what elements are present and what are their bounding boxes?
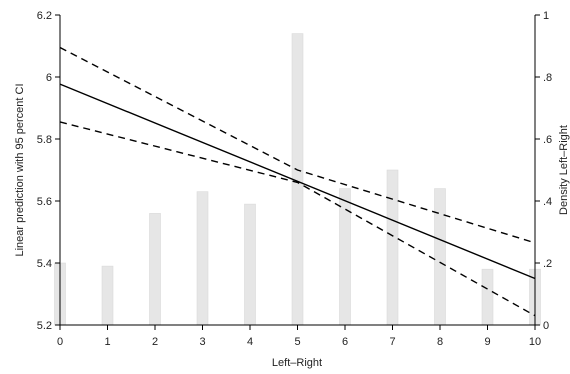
bars-group [54, 33, 541, 326]
x-tick-label: 9 [484, 336, 490, 348]
y-tick-label: 5.2 [37, 320, 52, 332]
density-bar [149, 213, 161, 326]
y-tick-label: 5.6 [37, 196, 52, 208]
density-bar [434, 188, 446, 326]
y2-tick-label: .8 [543, 72, 552, 84]
y2-ticks: 0 .2 .4 .6 .8 1 [535, 10, 552, 332]
lines-group [59, 46, 536, 317]
x-tick-label: 10 [529, 336, 541, 348]
ci-line [59, 121, 536, 317]
x-tick-label: 8 [437, 336, 443, 348]
density-bar [101, 265, 114, 326]
x-tick-label: 1 [104, 336, 110, 348]
ci-line [59, 46, 536, 244]
y-tick-label: 6.2 [37, 10, 52, 22]
y-axis-title: Linear prediction with 95 percent CI [14, 83, 26, 256]
density-bar [386, 169, 399, 326]
y-tick-label: 5.8 [37, 134, 52, 146]
y2-tick-label: .4 [543, 196, 552, 208]
y2-tick-label: .6 [543, 134, 552, 146]
density-bar [244, 203, 256, 326]
density-bar [481, 268, 494, 326]
x-tick-label: 6 [342, 336, 348, 348]
x-ticks: 0 1 2 3 4 5 6 7 8 9 10 [57, 325, 541, 348]
density-bar [339, 188, 351, 326]
y2-axis-title: Density Left–Right [558, 125, 570, 215]
y-tick-label: 5.4 [37, 258, 52, 270]
density-bar [196, 191, 209, 326]
x-tick-label: 4 [247, 336, 253, 348]
prediction-line [59, 83, 536, 280]
y2-tick-label: 1 [543, 10, 549, 22]
x-tick-label: 2 [152, 336, 158, 348]
y-ticks: 5.2 5.4 5.6 5.8 6 6.2 [37, 10, 60, 332]
y-tick-label: 6 [46, 72, 52, 84]
x-tick-label: 0 [57, 336, 63, 348]
y2-tick-label: 0 [543, 320, 549, 332]
x-axis-title: Left–Right [272, 357, 322, 369]
y2-tick-label: .2 [543, 258, 552, 270]
x-tick-label: 5 [294, 336, 300, 348]
x-tick-label: 7 [389, 336, 395, 348]
x-tick-label: 3 [199, 336, 205, 348]
